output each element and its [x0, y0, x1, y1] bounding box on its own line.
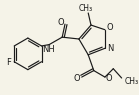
Text: N: N: [107, 44, 114, 53]
Text: O: O: [106, 23, 113, 32]
Text: NH: NH: [42, 45, 55, 54]
Text: CH₃: CH₃: [124, 77, 139, 86]
Text: F: F: [6, 58, 11, 67]
Text: O: O: [105, 74, 112, 82]
Text: CH₃: CH₃: [78, 4, 92, 13]
Text: O: O: [57, 18, 64, 27]
Text: O: O: [74, 74, 80, 83]
